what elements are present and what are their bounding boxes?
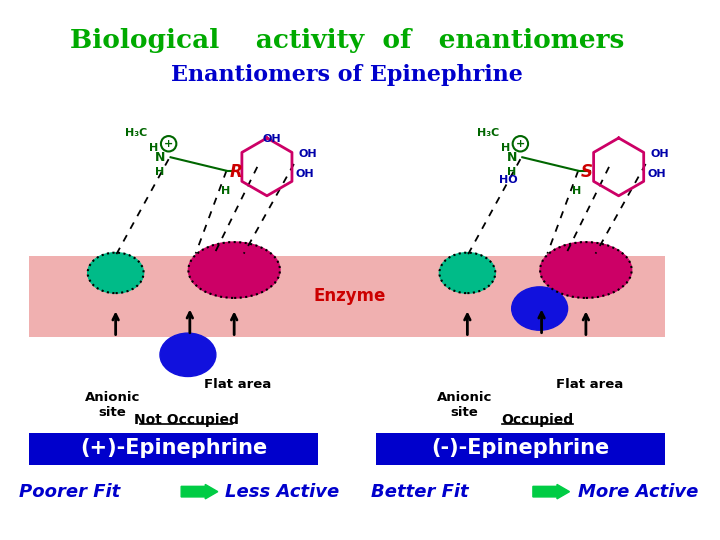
Text: N: N [507,151,517,164]
Text: HO: HO [499,176,518,185]
Text: Occupied: Occupied [502,413,574,427]
Text: +: + [164,139,174,148]
Text: H₃C: H₃C [125,128,148,138]
Text: H: H [501,144,510,153]
Text: OH: OH [650,149,669,159]
Text: H₃C: H₃C [477,128,499,138]
Text: H: H [149,144,158,153]
Text: (-)-Epinephrine: (-)-Epinephrine [431,438,610,458]
Ellipse shape [189,242,280,298]
Bar [376,433,665,464]
Ellipse shape [512,287,567,330]
Ellipse shape [439,253,495,293]
FancyArrow shape [181,484,217,499]
Text: H: H [220,186,230,196]
Text: Enantiomers of Epinephrine: Enantiomers of Epinephrine [171,64,523,86]
Text: Biological    activity  of   enantiomers: Biological activity of enantiomers [70,28,624,53]
Text: (+)-Epinephrine: (+)-Epinephrine [80,438,267,458]
Text: R: R [230,163,242,180]
Text: Anionic
site: Anionic site [437,392,492,420]
Text: OH: OH [262,134,281,144]
Text: Anionic
site: Anionic site [85,392,140,420]
Text: H: H [155,167,164,177]
Text: +: + [516,139,525,148]
Ellipse shape [88,253,143,293]
Text: H: H [507,167,516,177]
Bar [29,255,665,338]
Text: OH: OH [647,168,666,179]
Ellipse shape [160,333,216,376]
Text: N: N [155,151,166,164]
Text: H: H [572,186,582,196]
Text: Enzyme: Enzyme [314,287,386,305]
Text: S: S [581,163,593,180]
Text: OH: OH [299,149,318,159]
Text: Better Fit: Better Fit [371,483,469,501]
Bar [29,433,318,464]
Text: Not Occupied: Not Occupied [133,413,238,427]
Text: Flat area: Flat area [204,378,271,391]
Text: OH: OH [296,168,315,179]
Text: Less Active: Less Active [225,483,340,501]
Text: More Active: More Active [578,483,698,501]
FancyArrow shape [533,484,570,499]
Text: Poorer Fit: Poorer Fit [19,483,120,501]
Text: Flat area: Flat area [556,378,624,391]
Ellipse shape [540,242,631,298]
